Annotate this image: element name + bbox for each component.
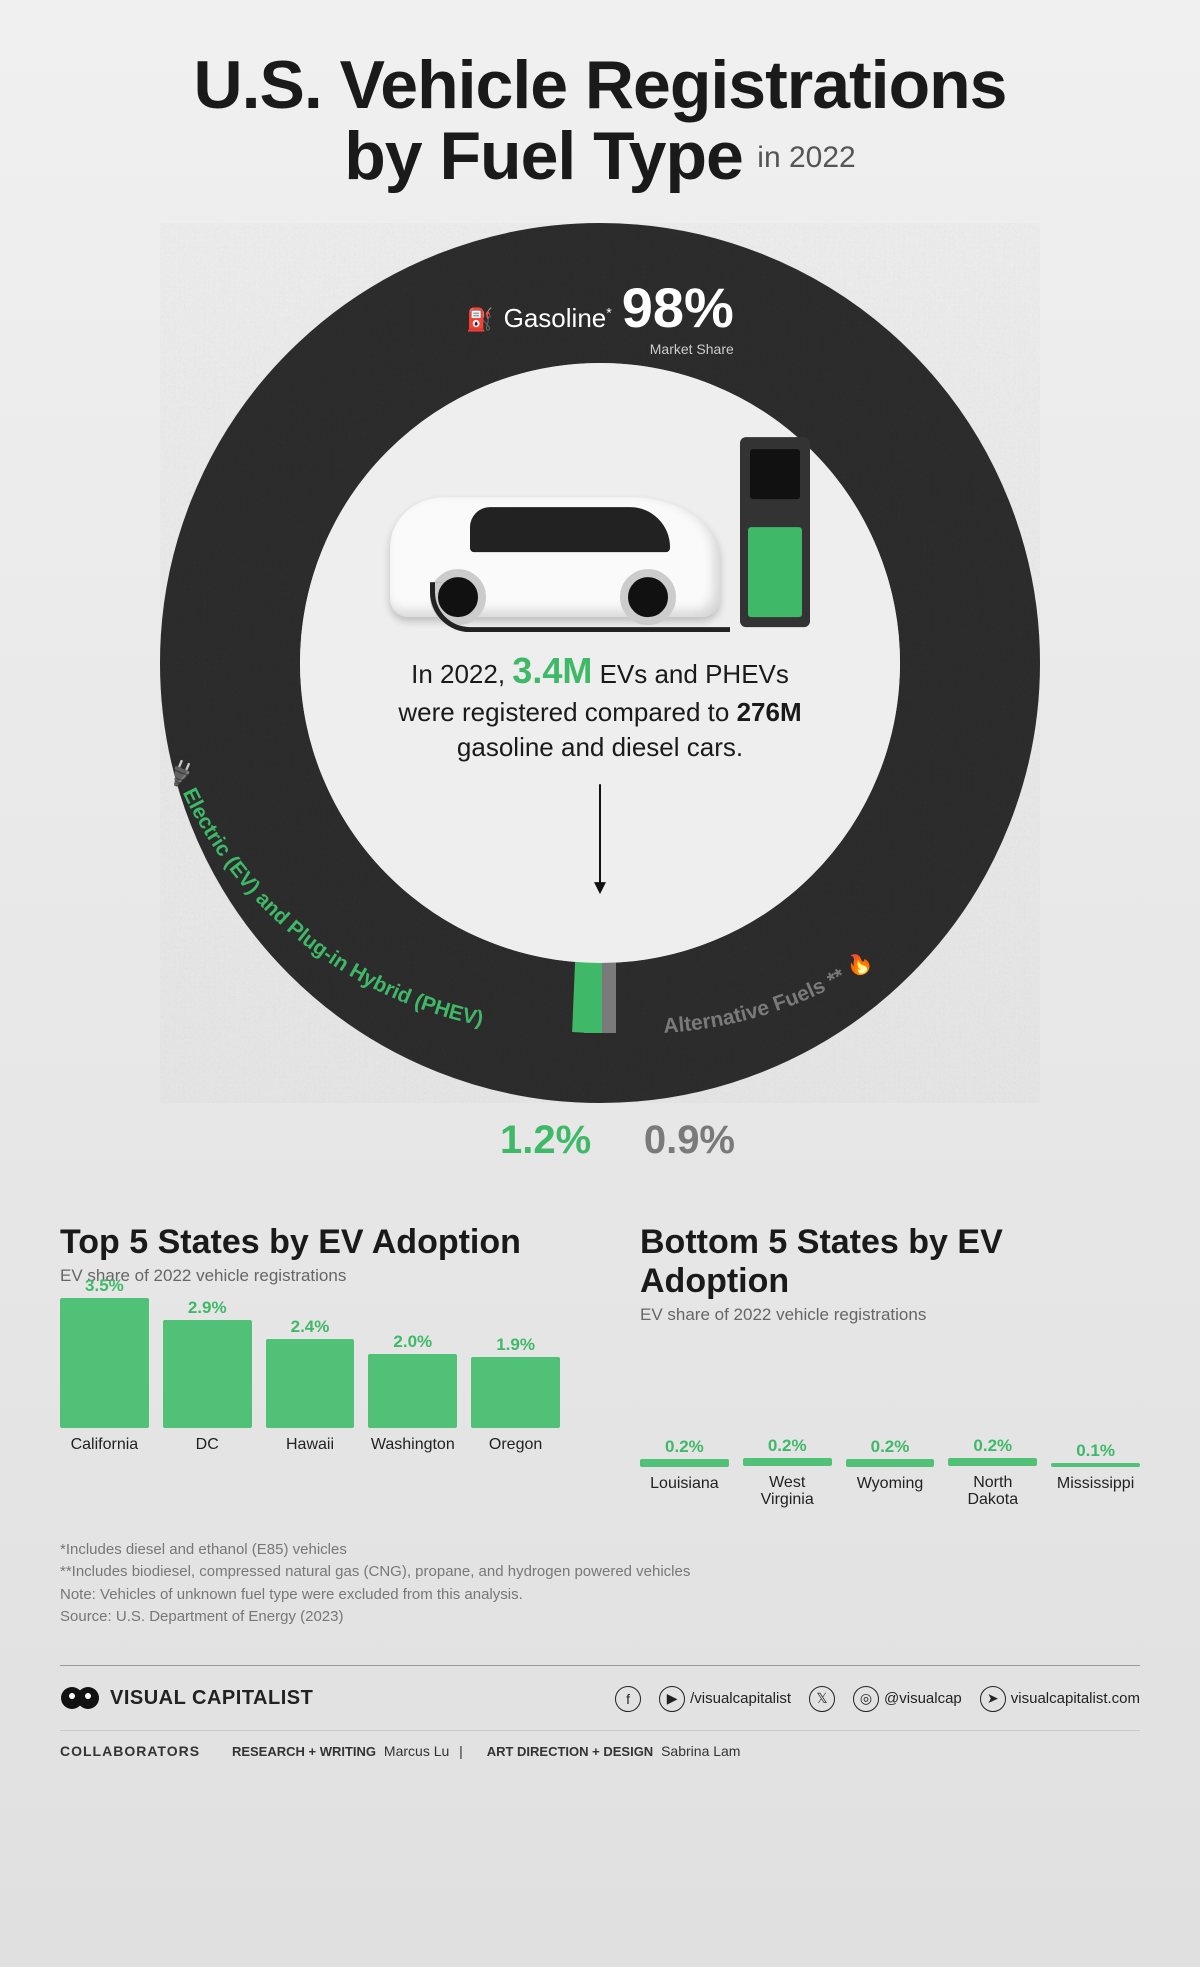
gasoline-sub: Market Share bbox=[650, 341, 734, 357]
social-fb[interactable]: f bbox=[615, 1686, 641, 1712]
design-role: ART DIRECTION + DESIGN bbox=[487, 1744, 654, 1759]
bar-label: North Dakota bbox=[948, 1474, 1037, 1509]
bar-label: Mississippi bbox=[1051, 1475, 1140, 1509]
bar-value: 2.4% bbox=[266, 1317, 355, 1337]
bar-item: 3.5% California bbox=[60, 1276, 149, 1470]
bar-item: 0.2% West Virginia bbox=[743, 1436, 832, 1509]
brand: VISUAL CAPITALIST bbox=[60, 1684, 313, 1714]
bar-rect bbox=[163, 1320, 252, 1428]
gasoline-text: Gasoline bbox=[504, 303, 607, 333]
note-3: Note: Vehicles of unknown fuel type were… bbox=[60, 1584, 1140, 1607]
gas-count: 276M bbox=[737, 697, 802, 727]
bar-value: 2.0% bbox=[368, 1332, 457, 1352]
bar-rect bbox=[368, 1354, 457, 1428]
footer: VISUAL CAPITALIST f ▶/visualcapitalist 𝕏… bbox=[60, 1665, 1140, 1714]
bar-label: California bbox=[60, 1436, 149, 1470]
bar-value: 1.9% bbox=[471, 1335, 560, 1355]
bar-item: 0.2% Wyoming bbox=[846, 1437, 935, 1508]
bottom5-title: Bottom 5 States by EV Adoption bbox=[640, 1223, 1140, 1301]
top5-bars: 3.5%California2.9%DC2.4%Hawaii2.0%Washin… bbox=[60, 1310, 560, 1470]
bar-rect bbox=[948, 1458, 1037, 1465]
bar-value: 3.5% bbox=[60, 1276, 149, 1296]
bar-item: 0.2% North Dakota bbox=[948, 1436, 1037, 1509]
research-name: Marcus Lu bbox=[384, 1743, 449, 1759]
ev-car-illustration bbox=[390, 427, 810, 627]
bar-value: 0.2% bbox=[846, 1437, 935, 1457]
bar-value: 0.2% bbox=[640, 1437, 729, 1457]
bar-item: 0.2% Louisiana bbox=[640, 1437, 729, 1508]
alt-pct: 0.9% bbox=[644, 1118, 735, 1163]
bar-rect bbox=[60, 1298, 149, 1428]
bar-value: 0.2% bbox=[948, 1436, 1037, 1456]
arrow-down-icon bbox=[590, 784, 610, 894]
socials: f ▶/visualcapitalist 𝕏 ◎@visualcap ➤visu… bbox=[615, 1686, 1140, 1712]
title-line1: U.S. Vehicle Registrations bbox=[60, 50, 1140, 121]
bar-label: DC bbox=[163, 1436, 252, 1470]
bar-label: Oregon bbox=[471, 1436, 560, 1470]
brand-logo-icon bbox=[60, 1684, 100, 1714]
social-site[interactable]: ➤visualcapitalist.com bbox=[980, 1686, 1140, 1712]
charger-icon bbox=[740, 437, 810, 627]
bar-rect bbox=[266, 1339, 355, 1428]
ev-count: 3.4M bbox=[512, 650, 592, 691]
center-caption: In 2022, 3.4M EVs and PHEVs were registe… bbox=[350, 647, 850, 766]
bar-item: 2.9% DC bbox=[163, 1298, 252, 1470]
bottom5-subtitle: EV share of 2022 vehicle registrations bbox=[640, 1305, 1140, 1325]
research-role: RESEARCH + WRITING bbox=[232, 1744, 376, 1759]
bar-label: West Virginia bbox=[743, 1474, 832, 1509]
credits: COLLABORATORS RESEARCH + WRITING Marcus … bbox=[60, 1730, 1140, 1759]
bar-rect bbox=[743, 1458, 832, 1465]
cursor-icon: ➤ bbox=[980, 1686, 1006, 1712]
bar-item: 2.4% Hawaii bbox=[266, 1317, 355, 1470]
bar-rect bbox=[1051, 1463, 1140, 1467]
bar-label: Louisiana bbox=[640, 1475, 729, 1509]
brand-text: VISUAL CAPITALIST bbox=[110, 1689, 313, 1708]
bar-rect bbox=[640, 1459, 729, 1466]
social-ig[interactable]: ◎@visualcap bbox=[853, 1686, 962, 1712]
fuel-pump-icon: ⛽ bbox=[466, 307, 493, 333]
facebook-icon: f bbox=[615, 1686, 641, 1712]
note-source: Source: U.S. Department of Energy (2023) bbox=[60, 1606, 1140, 1629]
social-tw[interactable]: 𝕏 bbox=[809, 1686, 835, 1712]
ev-pct: 1.2% bbox=[500, 1118, 591, 1163]
footnotes: *Includes diesel and ethanol (E85) vehic… bbox=[60, 1539, 1140, 1629]
bottom5-chart: Bottom 5 States by EV Adoption EV share … bbox=[640, 1223, 1140, 1509]
bar-value: 2.9% bbox=[163, 1298, 252, 1318]
credits-label: COLLABORATORS bbox=[60, 1743, 200, 1759]
bar-value: 0.2% bbox=[743, 1436, 832, 1456]
youtube-icon: ▶ bbox=[659, 1686, 685, 1712]
instagram-icon: ◎ bbox=[853, 1686, 879, 1712]
title-line2: by Fuel Type bbox=[344, 118, 743, 194]
donut-center: In 2022, 3.4M EVs and PHEVs were registe… bbox=[350, 427, 850, 899]
top5-chart: Top 5 States by EV Adoption EV share of … bbox=[60, 1223, 560, 1509]
design-name: Sabrina Lam bbox=[661, 1743, 740, 1759]
bar-item: 2.0% Washington bbox=[368, 1332, 457, 1470]
bar-label: Wyoming bbox=[846, 1475, 935, 1509]
bar-value: 0.1% bbox=[1051, 1441, 1140, 1461]
note-2: **Includes biodiesel, compressed natural… bbox=[60, 1561, 1140, 1584]
bar-item: 0.1% Mississippi bbox=[1051, 1441, 1140, 1509]
page-title: U.S. Vehicle Registrations by Fuel Type … bbox=[60, 50, 1140, 193]
note-1: *Includes diesel and ethanol (E85) vehic… bbox=[60, 1539, 1140, 1562]
bar-rect bbox=[846, 1459, 935, 1466]
social-yt[interactable]: ▶/visualcapitalist bbox=[659, 1686, 791, 1712]
top5-title: Top 5 States by EV Adoption bbox=[60, 1223, 560, 1262]
bar-label: Hawaii bbox=[266, 1436, 355, 1470]
bar-item: 1.9% Oregon bbox=[471, 1335, 560, 1470]
gasoline-label: ⛽ Gasoline* 98% Market Share bbox=[466, 283, 734, 334]
bottom5-bars: 0.2% Louisiana 0.2% West Virginia 0.2% Wyomin… bbox=[640, 1349, 1140, 1509]
gasoline-pct: 98% bbox=[622, 283, 734, 333]
title-year: in 2022 bbox=[757, 141, 855, 174]
donut-chart: ⛽ Gasoline* 98% Market Share In 2022, 3.… bbox=[160, 223, 1040, 1103]
bar-label: Washington bbox=[368, 1436, 457, 1470]
twitter-icon: 𝕏 bbox=[809, 1686, 835, 1712]
bar-rect bbox=[471, 1357, 560, 1428]
